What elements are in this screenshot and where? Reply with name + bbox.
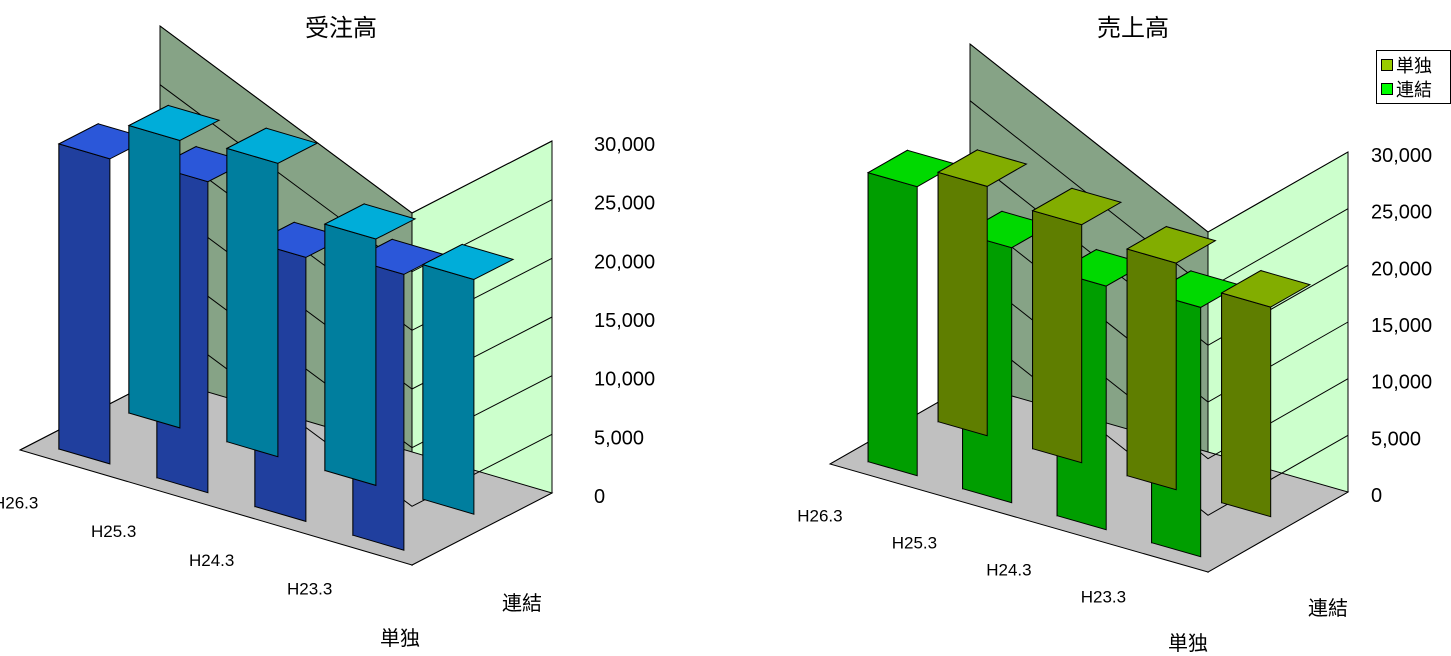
series-axis-label: 連結 <box>502 592 542 615</box>
chart-title: 売上高 <box>1097 15 1169 42</box>
series-axis-label: 単独 <box>1168 632 1208 655</box>
bar-single-H23-3 <box>421 243 515 515</box>
legend-swatch-consolidated <box>1381 83 1393 95</box>
legend-item-consolidated: 連結 <box>1381 77 1450 101</box>
y-tick-label: 25,000 <box>1371 202 1432 224</box>
y-tick-label: 20,000 <box>594 251 655 273</box>
bar-single-H26-3 <box>127 104 221 429</box>
y-tick-label: 15,000 <box>594 310 655 332</box>
x-tick-label: H23.3 <box>287 580 332 599</box>
bar-consolidated-H26-3 <box>57 122 151 465</box>
y-tick-label: 30,000 <box>1371 145 1432 167</box>
y-tick-label: 15,000 <box>1371 315 1432 337</box>
y-tick-label: 10,000 <box>594 369 655 391</box>
x-tick-label: H25.3 <box>892 534 937 553</box>
x-tick-label: H24.3 <box>189 551 234 570</box>
chart-sales: 0 5,000 10,000 15,000 20,000 25,000 30,000 H23.… <box>797 15 1432 655</box>
x-tick-label: H25.3 <box>91 522 136 541</box>
y-tick-label: 0 <box>594 486 605 508</box>
y-tick-label: 5,000 <box>594 427 644 449</box>
y-tick-label: 10,000 <box>1371 372 1432 394</box>
bar-single-H24-3 <box>323 203 417 487</box>
bar-single-H24-3 <box>1125 225 1217 491</box>
bar-single-H23-3 <box>1220 269 1312 518</box>
y-tick-label: 5,000 <box>1371 428 1421 450</box>
chart-orders: 0 5,000 10,000 15,000 20,000 25,000 30,000 H23.… <box>0 15 655 650</box>
x-tick-label: H24.3 <box>986 561 1031 580</box>
x-tick-label: H26.3 <box>797 507 842 526</box>
y-tick-label: 20,000 <box>1371 258 1432 280</box>
bar-consolidated-H26-3 <box>866 149 958 477</box>
x-tick-label: H26.3 <box>0 493 38 512</box>
gridline <box>969 43 1349 233</box>
chart-legend: 単独 連結 <box>1376 50 1451 104</box>
legend-label-single: 単独 <box>1396 56 1432 76</box>
series-axis-label: 連結 <box>1308 597 1348 620</box>
bar-single-H25-3 <box>1031 187 1123 464</box>
chart-title: 受注高 <box>305 15 377 42</box>
series-axis-label: 単独 <box>380 627 420 650</box>
y-tick-label: 0 <box>1371 485 1382 507</box>
legend-item-single: 単独 <box>1381 53 1450 77</box>
y-tick-label: 30,000 <box>594 134 655 156</box>
y-tick-label: 25,000 <box>594 193 655 215</box>
legend-label-consolidated: 連結 <box>1396 80 1432 100</box>
bar-single-H26-3 <box>936 149 1028 437</box>
bar-single-H25-3 <box>225 127 319 458</box>
legend-swatch-single <box>1381 59 1393 71</box>
gridline <box>159 25 553 214</box>
x-tick-label: H23.3 <box>1081 588 1126 607</box>
